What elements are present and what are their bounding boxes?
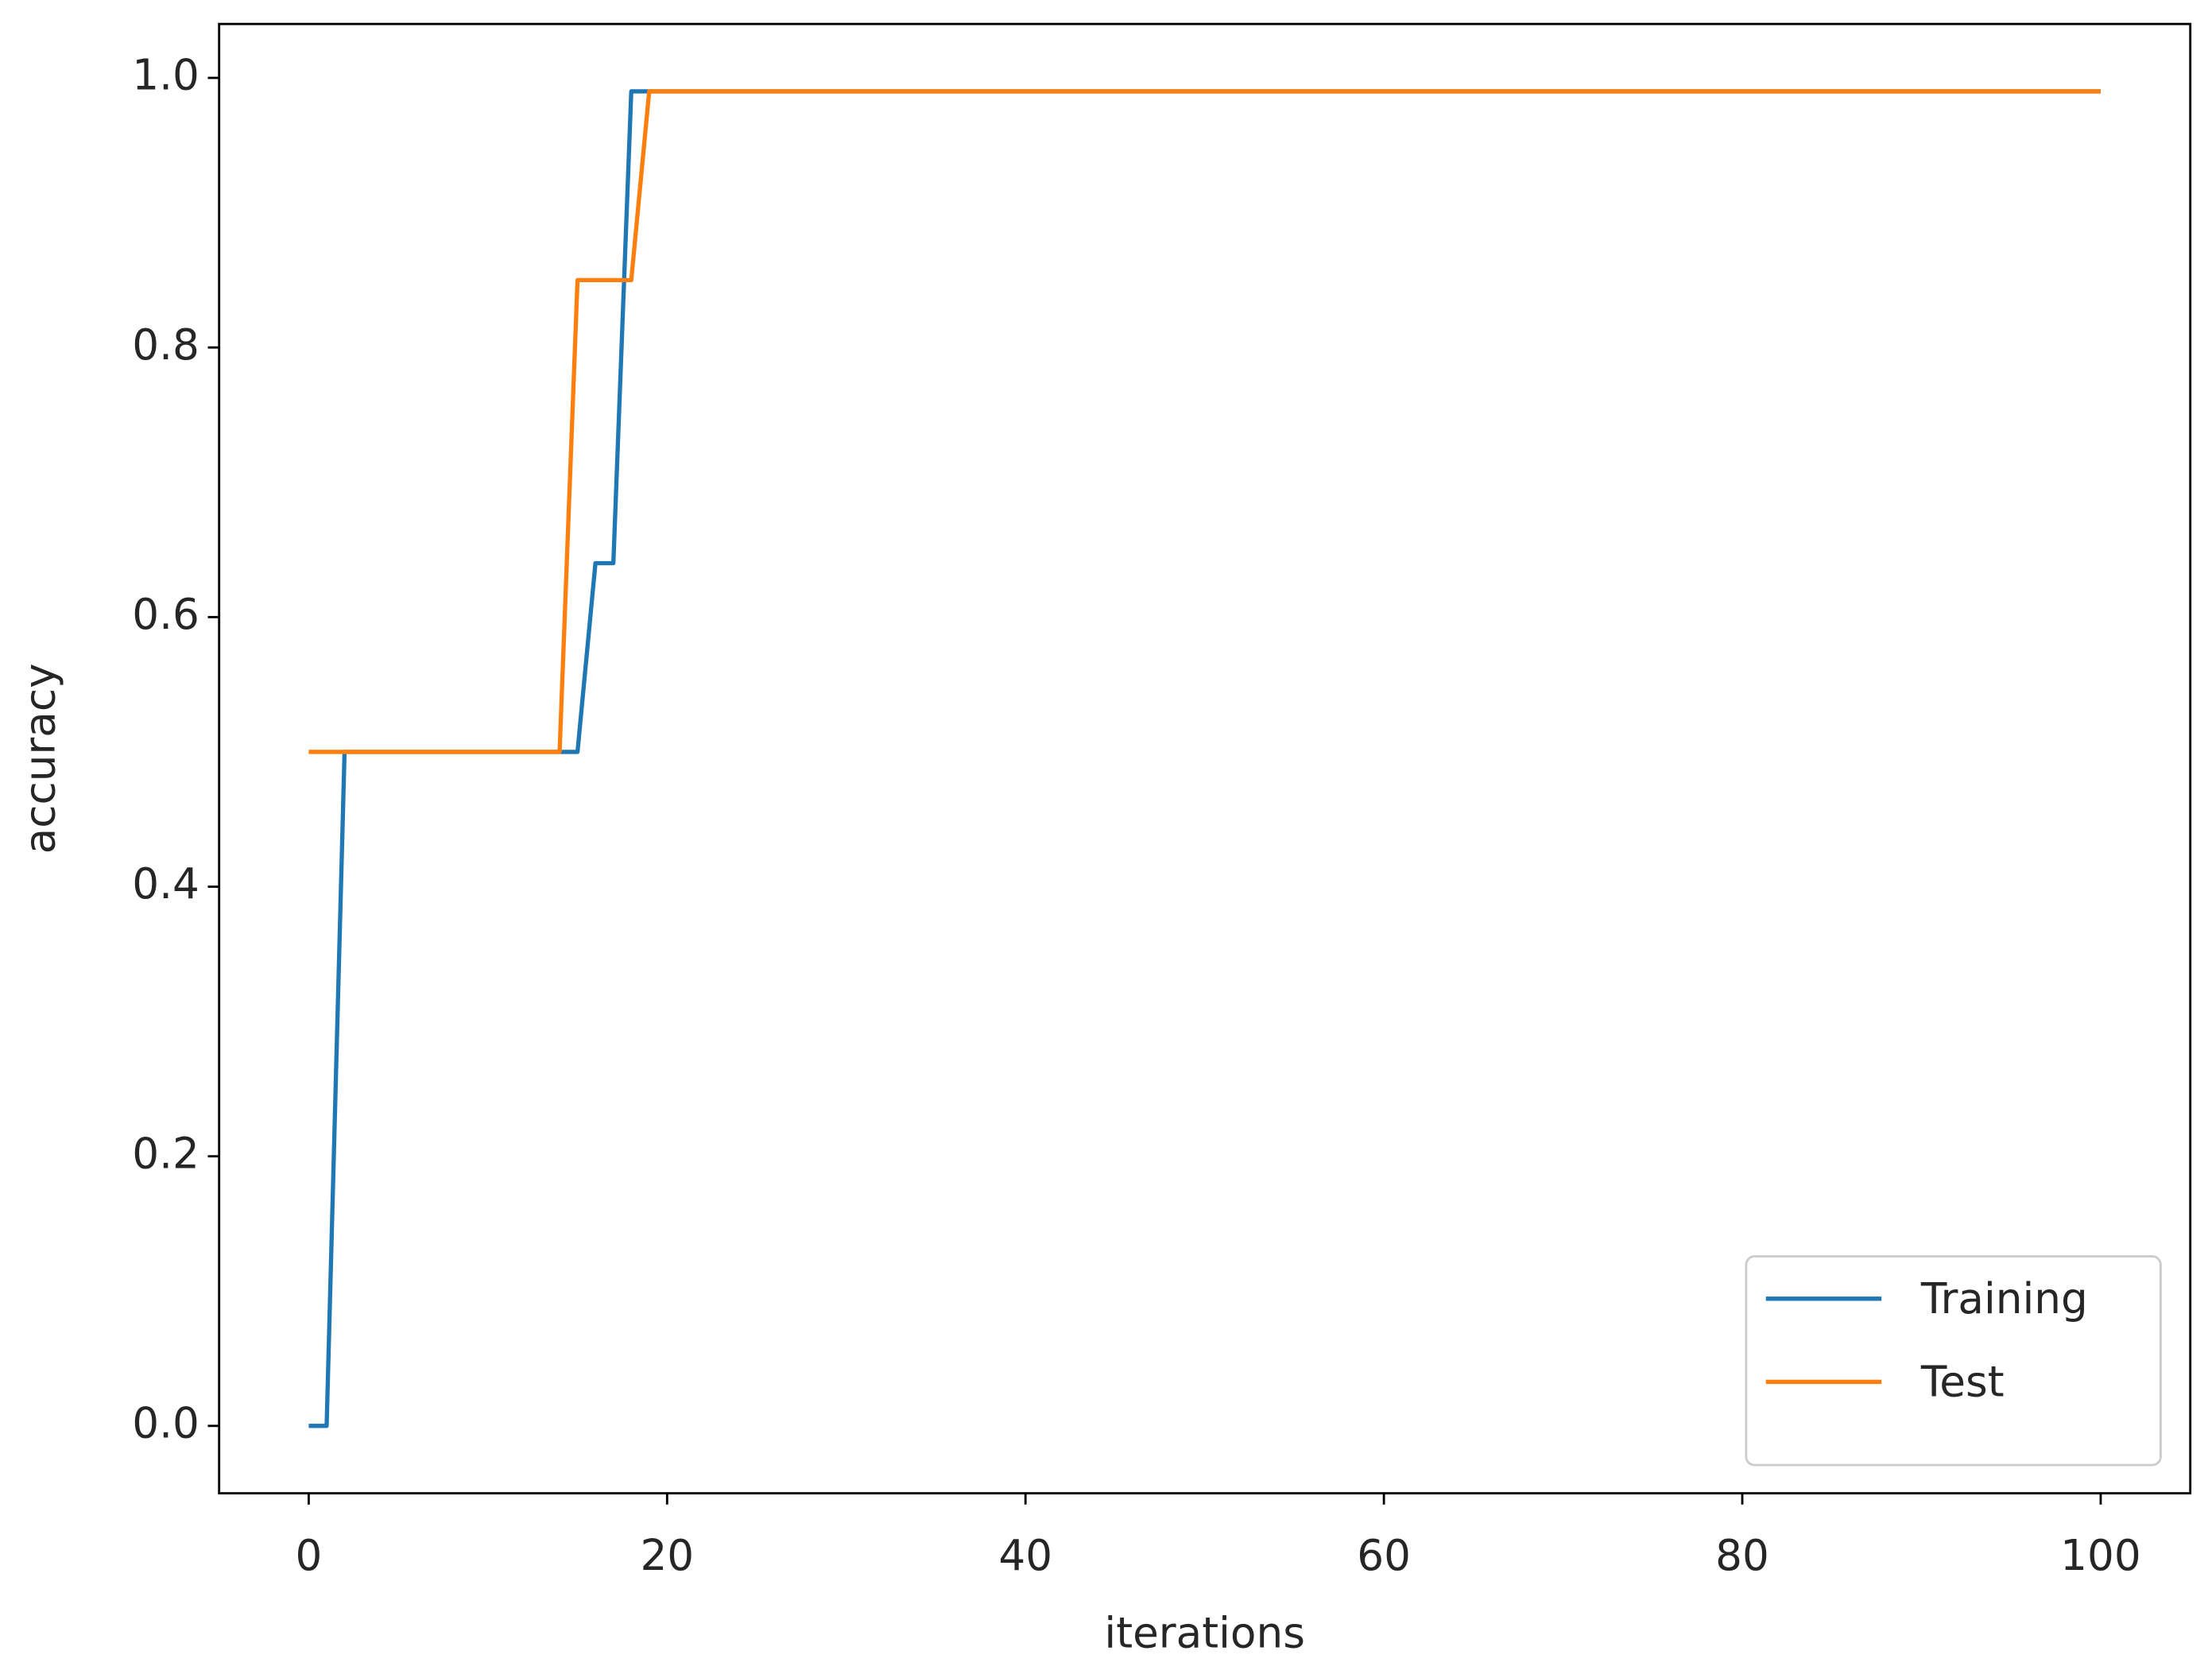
legend-label: Training: [1920, 1274, 2088, 1323]
y-tick-label: 0.8: [132, 320, 200, 370]
line-series: [308, 89, 2101, 754]
y-tick-label: 0.2: [132, 1129, 200, 1178]
x-tick-label: 80: [1715, 1531, 1769, 1580]
x-axis-label: iterations: [1104, 1608, 1304, 1657]
y-axis-label: accuracy: [16, 663, 65, 854]
x-tick-label: 60: [1357, 1531, 1411, 1580]
y-tick-label: 0.4: [132, 859, 200, 909]
legend-label: Test: [1920, 1358, 2005, 1407]
axes-frame: [218, 22, 2192, 1495]
x-tick-label: 20: [640, 1531, 694, 1580]
x-tick-label: 100: [2060, 1531, 2141, 1580]
y-tick-label: 1.0: [132, 51, 200, 100]
x-tick-label: 40: [998, 1531, 1052, 1580]
x-tick-label: 0: [295, 1531, 322, 1580]
y-tick-label: 0.6: [132, 590, 200, 639]
legend-box: [1745, 1255, 2162, 1467]
y-tick-label: 0.0: [132, 1398, 200, 1447]
